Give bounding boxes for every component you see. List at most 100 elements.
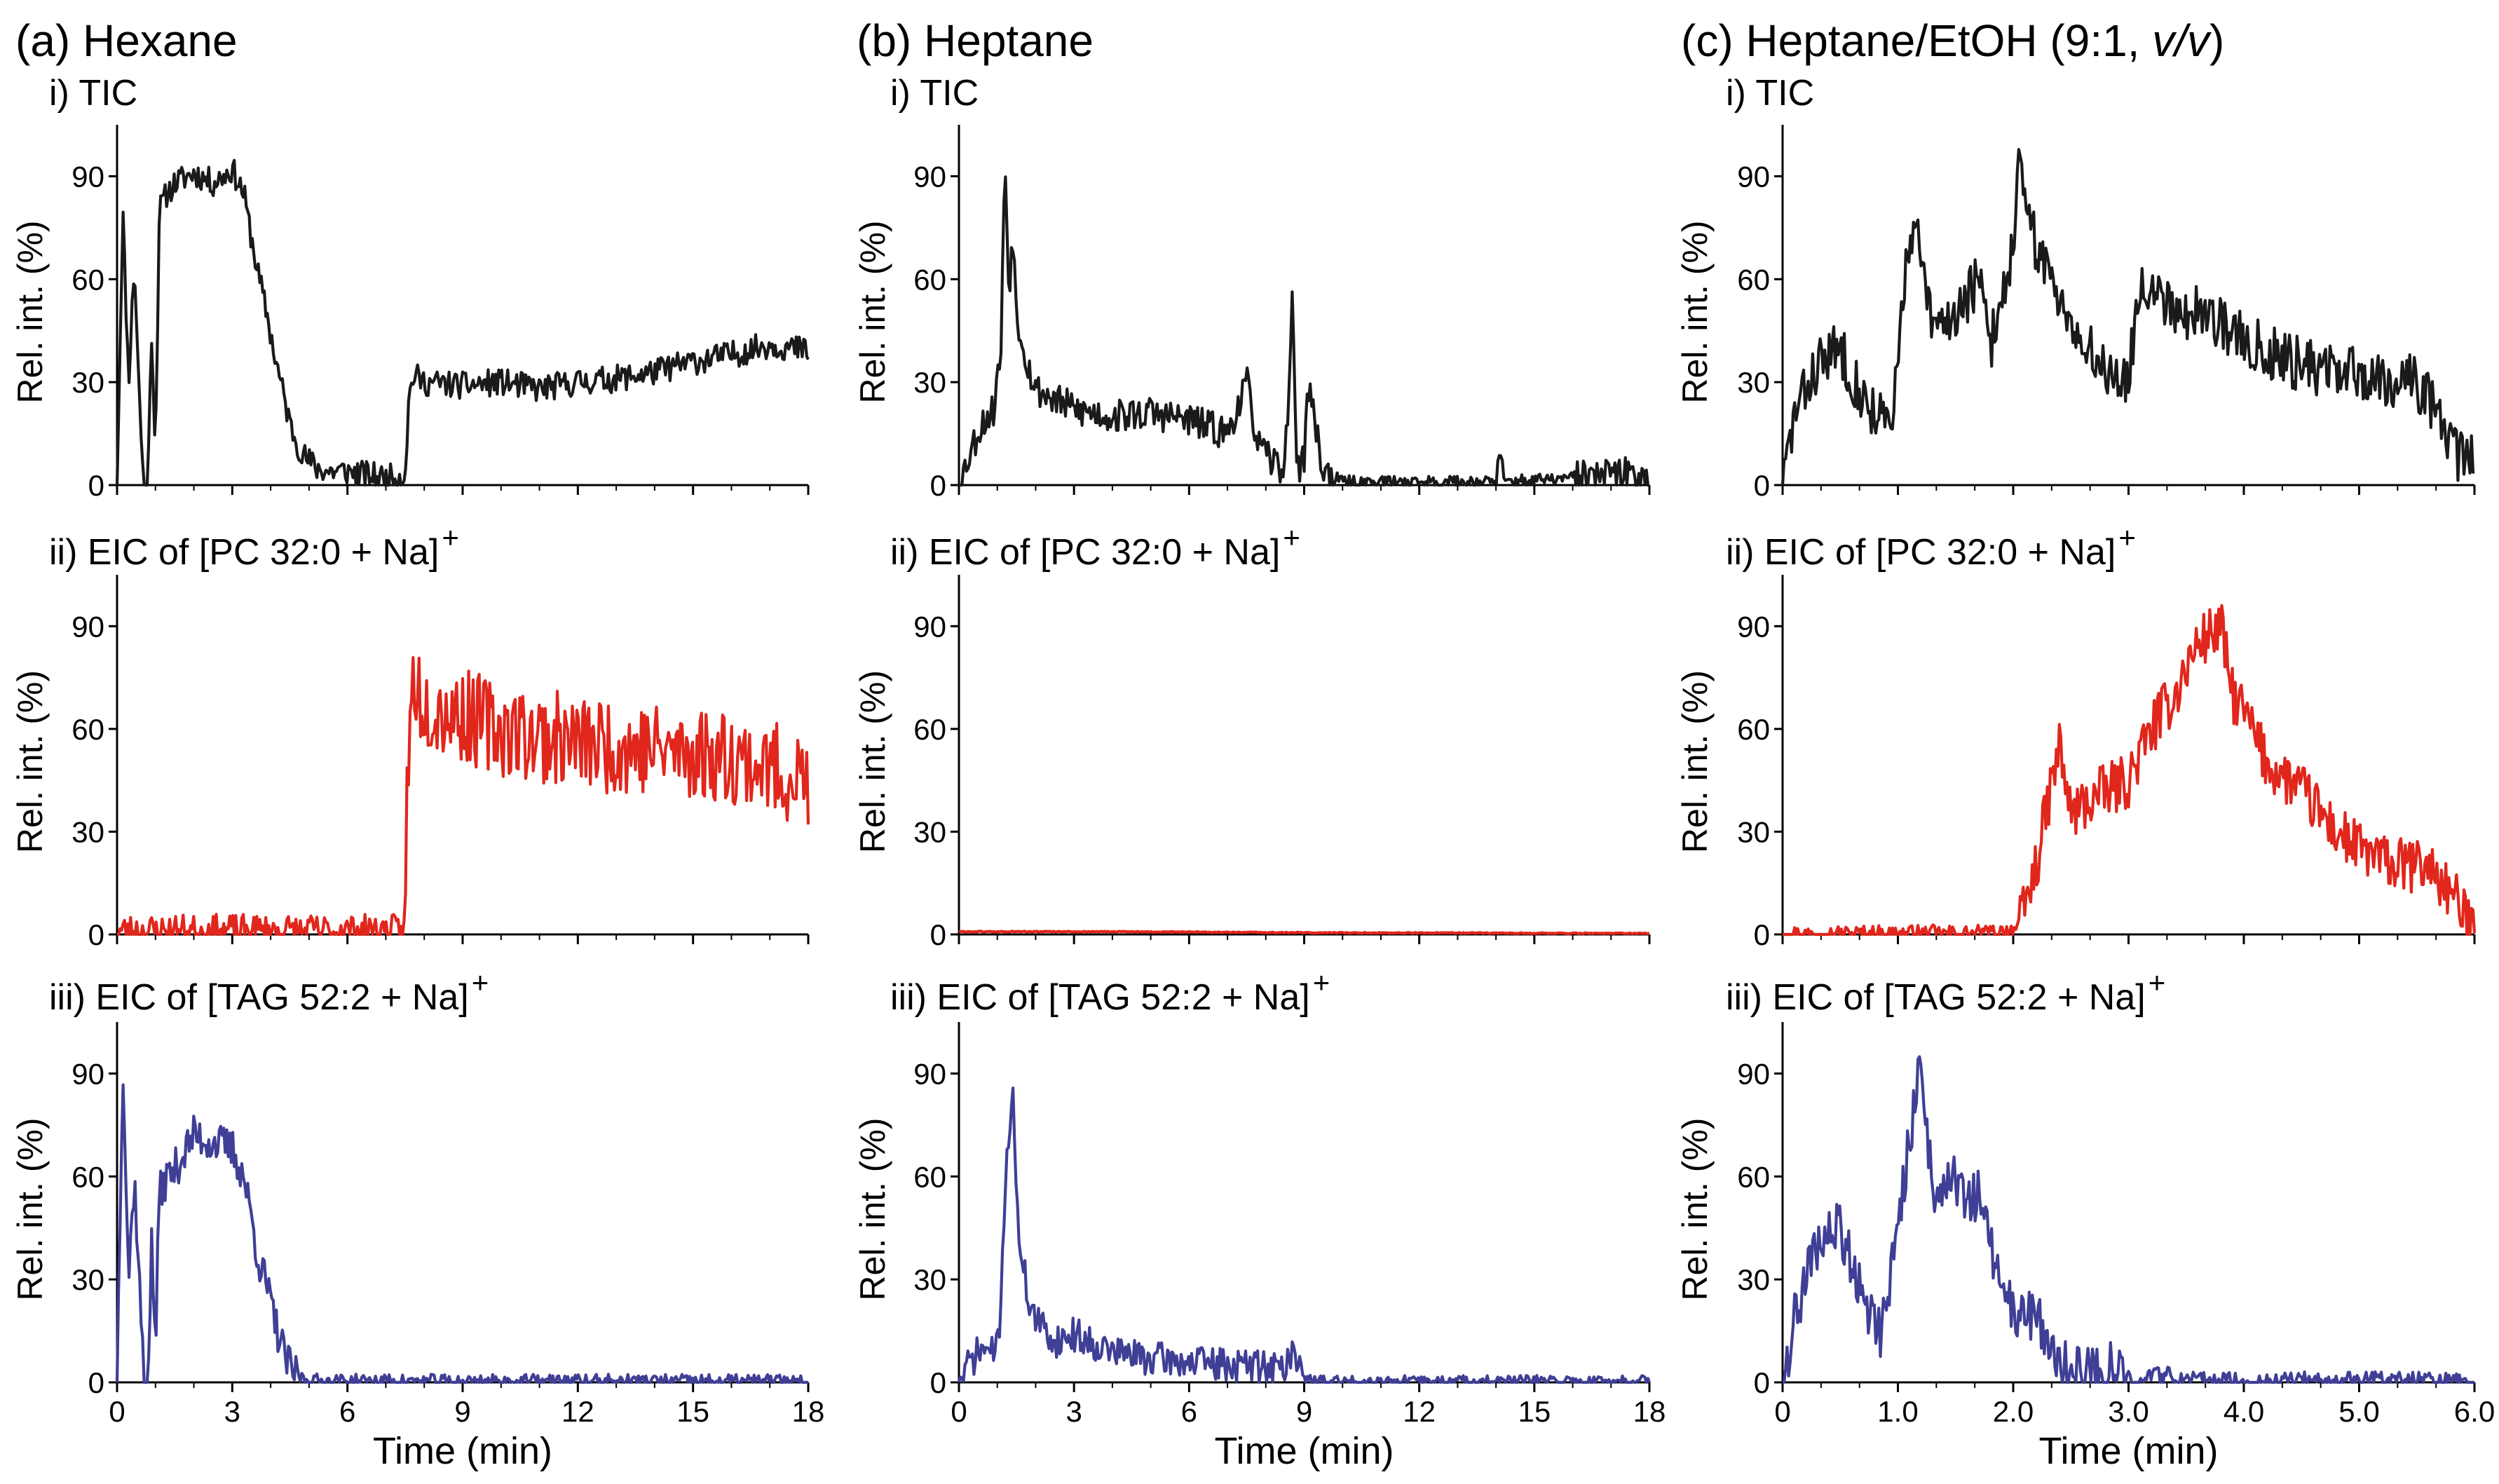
panel-label-text: iii) EIC of [TAG 52:2 + Na] — [1726, 977, 2146, 1018]
y-axis-label: Rel. int. (%) — [11, 220, 50, 403]
y-tick-label: 30 — [72, 815, 104, 848]
panel-label-superscript: + — [472, 966, 489, 999]
y-tick-label: 30 — [913, 815, 946, 848]
trace-line — [1783, 604, 2477, 937]
y-tick-label: 30 — [72, 1263, 104, 1296]
trace-line — [115, 1083, 808, 1384]
y-tick-label: 0 — [930, 469, 946, 502]
trace-line — [959, 175, 1649, 487]
y-axis-label: Rel. int. (%) — [1675, 670, 1715, 853]
column-title-part: v/v — [2152, 15, 2212, 66]
panel-label-text: ii) EIC of [PC 32:0 + Na] — [1726, 532, 2116, 573]
y-tick-label: 90 — [913, 610, 946, 643]
panel-label: iii) EIC of [TAG 52:2 + Na]+ — [890, 966, 1330, 1018]
x-tick-label: 18 — [792, 1395, 825, 1428]
x-axis-label: Time (min) — [1215, 1430, 1394, 1472]
y-tick-label: 0 — [88, 1366, 104, 1399]
panel-label-text: i) TIC — [49, 73, 137, 114]
x-tick-label: 3 — [1065, 1395, 1082, 1428]
column-title-part: (a) Hexane — [15, 15, 238, 66]
panel-label: iii) EIC of [TAG 52:2 + Na]+ — [1726, 966, 2165, 1018]
trace-line — [1783, 1055, 2474, 1384]
y-tick-label: 90 — [913, 1057, 946, 1090]
y-tick-label: 30 — [1737, 815, 1770, 848]
y-tick-label: 30 — [913, 1263, 946, 1296]
y-axis-label: Rel. int. (%) — [1675, 1117, 1715, 1300]
y-tick-label: 60 — [1737, 263, 1770, 296]
y-tick-label: 90 — [1737, 610, 1770, 643]
y-tick-label: 60 — [1737, 1160, 1770, 1193]
x-tick-label: 18 — [1633, 1395, 1666, 1428]
panel-b-1: i) TIC 0 30 60 90 Rel. int. (%) — [853, 73, 1651, 502]
trace-line — [958, 930, 1650, 936]
panel-label-text: ii) EIC of [PC 32:0 + Na] — [890, 532, 1280, 573]
y-tick-label: 30 — [72, 366, 104, 399]
panel-label-superscript: + — [442, 521, 459, 554]
x-tick-label: 15 — [1518, 1395, 1551, 1428]
column-title-a: (a) Hexane — [15, 15, 238, 66]
y-tick-label: 60 — [72, 713, 104, 746]
trace-line — [957, 1087, 1651, 1384]
x-tick-label: 3.0 — [2108, 1395, 2149, 1428]
y-tick-label: 90 — [913, 160, 946, 193]
panel-label-text: ii) EIC of [PC 32:0 + Na] — [49, 532, 439, 573]
y-tick-label: 0 — [930, 1366, 946, 1399]
y-tick-label: 30 — [913, 366, 946, 399]
panel-label: ii) EIC of [PC 32:0 + Na]+ — [49, 521, 459, 573]
y-tick-label: 0 — [1754, 918, 1770, 951]
panel-label-superscript: + — [1283, 521, 1300, 554]
y-tick-label: 60 — [1737, 713, 1770, 746]
y-axis-label: Rel. int. (%) — [853, 670, 892, 853]
y-tick-label: 60 — [72, 263, 104, 296]
x-tick-label: 4.0 — [2224, 1395, 2264, 1428]
y-tick-label: 0 — [1754, 469, 1770, 502]
panel-label: i) TIC — [49, 73, 137, 114]
panel-label-superscript: + — [2149, 966, 2166, 999]
column-title-c: (c) Heptane/EtOH (9:1, v/v) — [1681, 15, 2224, 66]
panel-label-text: i) TIC — [1726, 73, 1814, 114]
trace-line — [117, 656, 810, 937]
x-tick-label: 6.0 — [2454, 1395, 2495, 1428]
x-tick-label: 1.0 — [1877, 1395, 1918, 1428]
panel-a-1: i) TIC 0 30 60 90 Rel. int. (%) — [11, 73, 810, 502]
x-tick-label: 9 — [1296, 1395, 1312, 1428]
y-axis-label: Rel. int. (%) — [853, 1117, 892, 1300]
x-tick-label: 0 — [109, 1395, 125, 1428]
column-title-part: (c) Heptane/EtOH (9:1, — [1681, 15, 2152, 66]
panel-label: i) TIC — [890, 73, 979, 114]
x-tick-label: 3 — [224, 1395, 240, 1428]
y-tick-label: 0 — [88, 918, 104, 951]
panel-label-superscript: + — [1313, 966, 1330, 999]
y-axis-label: Rel. int. (%) — [1675, 220, 1715, 403]
x-tick-label: 6 — [339, 1395, 355, 1428]
trace-line — [1780, 148, 2475, 486]
x-tick-label: 5.0 — [2338, 1395, 2379, 1428]
x-tick-label: 15 — [676, 1395, 709, 1428]
column-title-part: ) — [2209, 15, 2224, 66]
panel-label-text: iii) EIC of [TAG 52:2 + Na] — [49, 977, 469, 1018]
y-axis-label: Rel. int. (%) — [11, 1117, 50, 1300]
y-tick-label: 30 — [1737, 1263, 1770, 1296]
y-tick-label: 0 — [88, 469, 104, 502]
x-tick-label: 9 — [454, 1395, 470, 1428]
y-tick-label: 30 — [1737, 366, 1770, 399]
y-tick-label: 90 — [72, 610, 104, 643]
y-tick-label: 60 — [913, 263, 946, 296]
y-axis-label: Rel. int. (%) — [853, 220, 892, 403]
y-tick-label: 60 — [72, 1160, 104, 1193]
panel-label: i) TIC — [1726, 73, 1814, 114]
y-tick-label: 90 — [72, 1057, 104, 1090]
panel-label: iii) EIC of [TAG 52:2 + Na]+ — [49, 966, 489, 1018]
y-tick-label: 90 — [1737, 160, 1770, 193]
y-tick-label: 0 — [930, 918, 946, 951]
x-axis-label: Time (min) — [373, 1430, 552, 1472]
x-tick-label: 12 — [561, 1395, 594, 1428]
column-title-part: (b) Heptane — [857, 15, 1094, 66]
